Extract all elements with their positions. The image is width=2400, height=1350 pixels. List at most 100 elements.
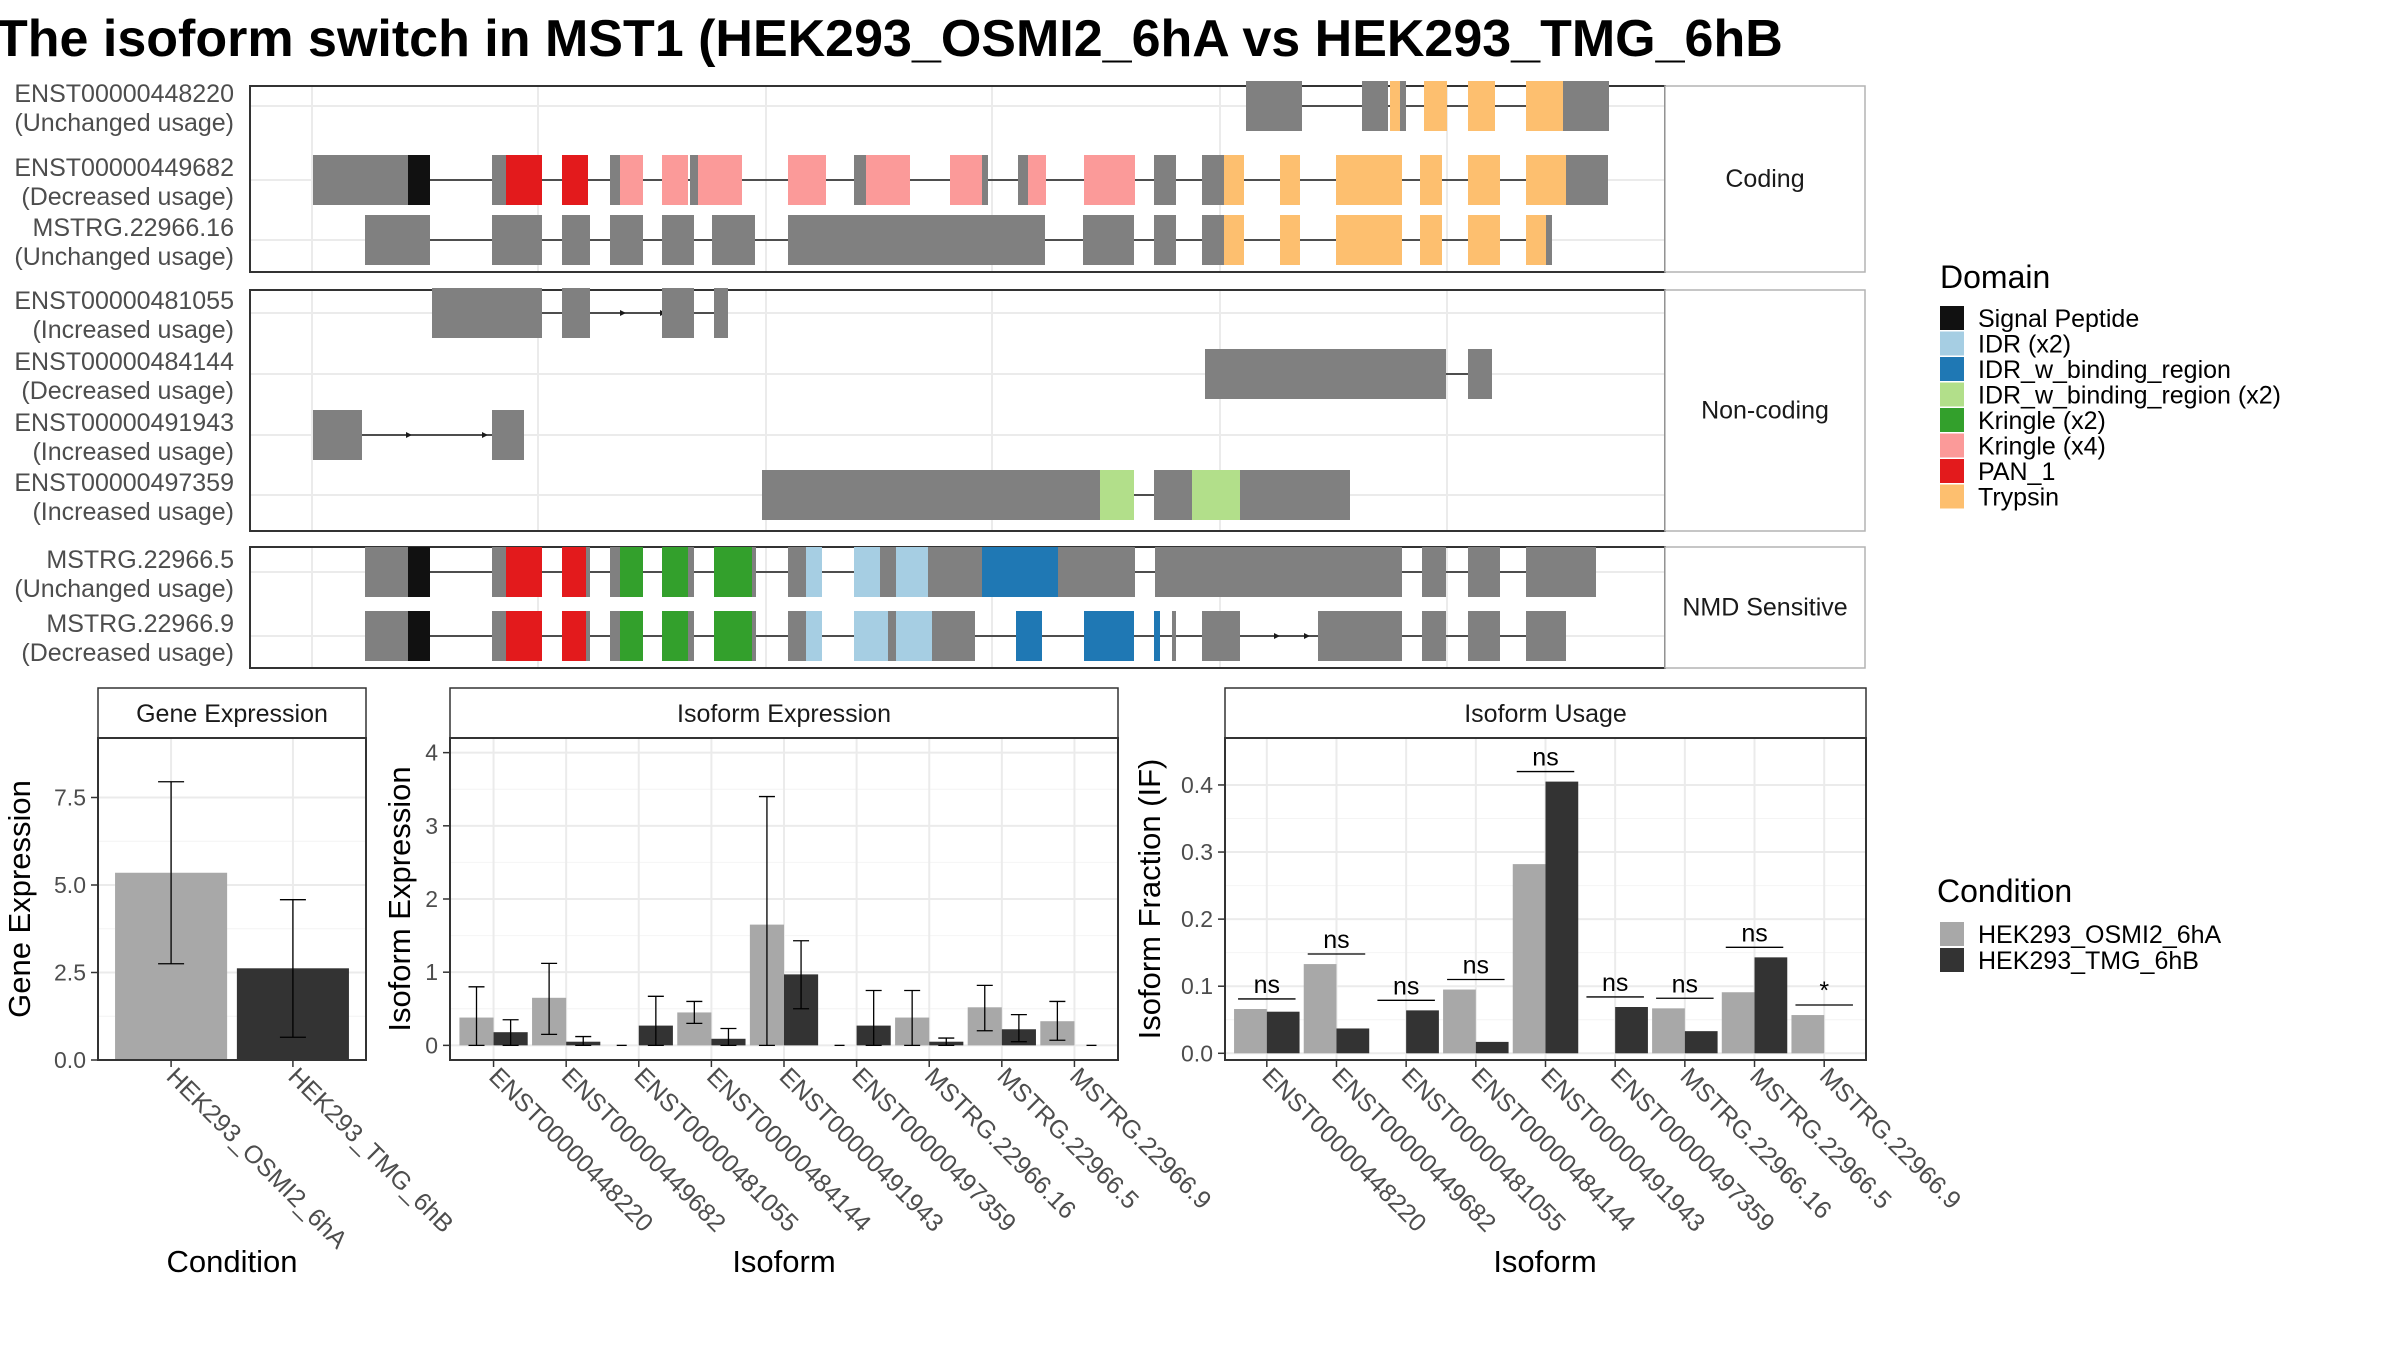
exon bbox=[1563, 81, 1577, 131]
exon bbox=[752, 611, 756, 661]
domain-segment bbox=[896, 547, 928, 597]
domain-segment bbox=[982, 547, 1058, 597]
exon bbox=[1468, 349, 1492, 399]
domain-segment bbox=[1526, 155, 1566, 205]
domain-legend-label: Kringle (x2) bbox=[1978, 407, 2106, 435]
condition-legend-label: HEK293_TMG_6hB bbox=[1978, 947, 2199, 975]
domain-segment bbox=[562, 611, 586, 661]
exon bbox=[688, 611, 694, 661]
exon bbox=[1202, 611, 1240, 661]
transcript-usage: (Unchanged usage) bbox=[14, 575, 234, 603]
domain-segment bbox=[408, 547, 430, 597]
domain-segment bbox=[1280, 155, 1300, 205]
bar bbox=[1303, 964, 1337, 1054]
significance-label: ns bbox=[1532, 744, 1558, 772]
transcript-usage: (Decreased usage) bbox=[21, 639, 234, 667]
domain-legend-label: IDR_w_binding_region (x2) bbox=[1978, 382, 2281, 410]
y-tick-label: 2.5 bbox=[54, 960, 86, 986]
exon bbox=[1577, 81, 1609, 131]
exon bbox=[788, 215, 1045, 265]
domain-legend-swatch bbox=[1940, 306, 1964, 330]
facet-strip-label: NMD Sensitive bbox=[1682, 594, 1847, 622]
exon bbox=[788, 547, 806, 597]
transcript-id: ENST00000484144 bbox=[14, 348, 234, 376]
transcript-usage: (Increased usage) bbox=[32, 498, 234, 526]
bar bbox=[1234, 1009, 1267, 1054]
domain-legend-label: IDR (x2) bbox=[1978, 331, 2071, 359]
domain-legend-label: Signal Peptide bbox=[1978, 305, 2139, 333]
exon bbox=[500, 611, 506, 661]
x-axis-title: Condition bbox=[167, 1244, 298, 1279]
domain-segment bbox=[698, 155, 742, 205]
exon bbox=[1120, 215, 1134, 265]
exon bbox=[1155, 547, 1402, 597]
transcript-usage: (Increased usage) bbox=[32, 438, 234, 466]
domain-segment bbox=[1468, 81, 1495, 131]
exon bbox=[1168, 470, 1192, 520]
exon bbox=[1566, 155, 1608, 205]
transcript-id: ENST00000481055 bbox=[14, 287, 234, 315]
bar bbox=[1336, 1028, 1370, 1054]
exon bbox=[562, 215, 590, 265]
exon bbox=[1154, 155, 1176, 205]
exon bbox=[690, 155, 698, 205]
intron-arrow bbox=[1274, 633, 1280, 639]
bar bbox=[1545, 781, 1579, 1054]
domain-legend-title: Domain bbox=[1940, 259, 2050, 295]
domain-segment bbox=[506, 547, 542, 597]
bar bbox=[1754, 957, 1788, 1054]
transcript-id: ENST00000497359 bbox=[14, 469, 234, 497]
bar bbox=[1721, 992, 1755, 1054]
domain-legend-label: Trypsin bbox=[1978, 484, 2059, 512]
exon bbox=[492, 215, 542, 265]
exon bbox=[365, 611, 408, 661]
domain-segment bbox=[896, 611, 932, 661]
exon bbox=[1058, 547, 1135, 597]
domain-segment bbox=[1280, 215, 1300, 265]
domain-segment bbox=[1192, 470, 1240, 520]
domain-segment bbox=[1526, 215, 1546, 265]
exon bbox=[313, 410, 362, 460]
y-tick-label: 2 bbox=[425, 886, 438, 912]
significance-label: ns bbox=[1463, 952, 1489, 980]
transcript-id: MSTRG.22966.16 bbox=[33, 214, 235, 242]
domain-legend-swatch bbox=[1940, 433, 1964, 458]
domain-segment bbox=[620, 155, 643, 205]
domain-segment bbox=[714, 611, 752, 661]
facet-strip-label: Non-coding bbox=[1701, 397, 1829, 425]
transcript-row: ENST00000448220(Unchanged usage) bbox=[14, 80, 1609, 137]
domain-segment bbox=[1084, 155, 1135, 205]
exon bbox=[982, 155, 988, 205]
significance-label: ns bbox=[1672, 970, 1698, 998]
y-tick-label: 3 bbox=[425, 813, 438, 839]
exon bbox=[586, 547, 590, 597]
bar-chart-panels: Gene Expression0.02.55.07.5HEK293_OSMI2_… bbox=[2, 687, 1966, 1279]
exon bbox=[1468, 547, 1500, 597]
significance-label: ns bbox=[1393, 972, 1419, 1000]
intron-arrow bbox=[620, 310, 626, 316]
transcript-id: MSTRG.22966.5 bbox=[46, 546, 234, 574]
condition-legend-label: HEK293_OSMI2_6hA bbox=[1978, 921, 2222, 949]
exon bbox=[662, 215, 694, 265]
exon bbox=[500, 155, 506, 205]
domain-segment bbox=[562, 155, 588, 205]
panel-strip bbox=[97, 687, 367, 739]
exon bbox=[492, 155, 500, 205]
facet-strip bbox=[1664, 289, 1866, 532]
domain-segment bbox=[1336, 215, 1402, 265]
exon bbox=[492, 547, 500, 597]
domain-legend-label: IDR_w_binding_region bbox=[1978, 356, 2231, 384]
exon bbox=[1362, 81, 1376, 131]
exon bbox=[1246, 81, 1302, 131]
domain-legend-label: PAN_1 bbox=[1978, 458, 2055, 486]
domain-segment bbox=[1028, 155, 1046, 205]
exon bbox=[888, 547, 896, 597]
exon bbox=[880, 547, 888, 597]
transcript-usage: (Decreased usage) bbox=[21, 377, 234, 405]
exon bbox=[313, 155, 408, 205]
domain-legend-swatch bbox=[1940, 357, 1964, 381]
y-tick-label: 0.4 bbox=[1181, 772, 1213, 798]
transcript-row: MSTRG.22966.5(Unchanged usage) bbox=[14, 546, 1596, 603]
